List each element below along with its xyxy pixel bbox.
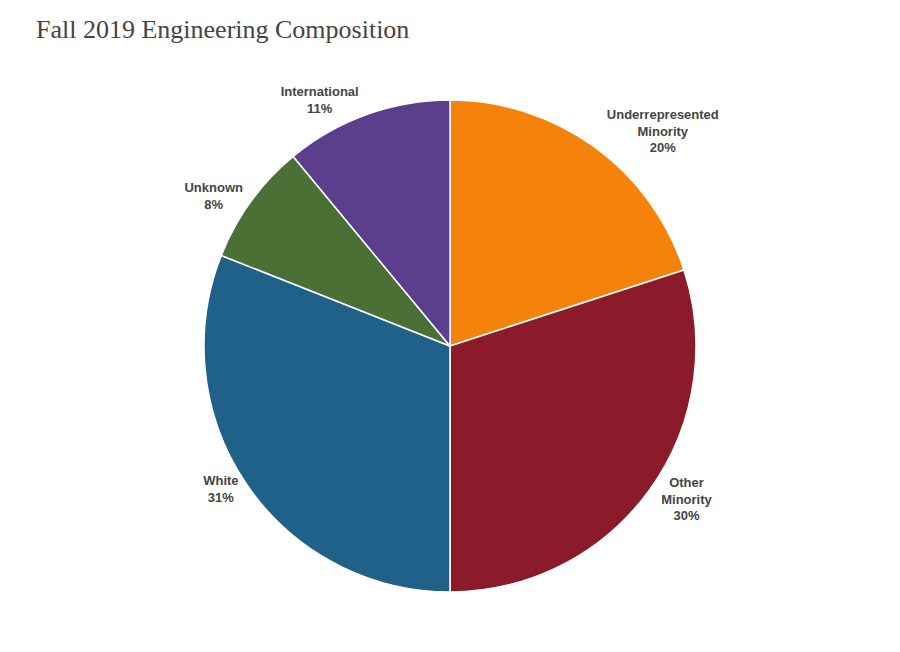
svg-text:UnderrepresentedMinority20%: UnderrepresentedMinority20% (607, 107, 719, 156)
svg-text:Unknown8%: Unknown8% (184, 180, 243, 212)
svg-text:OtherMinority30%: OtherMinority30% (661, 475, 712, 524)
svg-text:International11%: International11% (281, 84, 359, 116)
svg-text:Fall 2019 Engineering Composit: Fall 2019 Engineering Composition (36, 15, 409, 44)
svg-text:White31%: White31% (203, 473, 238, 505)
